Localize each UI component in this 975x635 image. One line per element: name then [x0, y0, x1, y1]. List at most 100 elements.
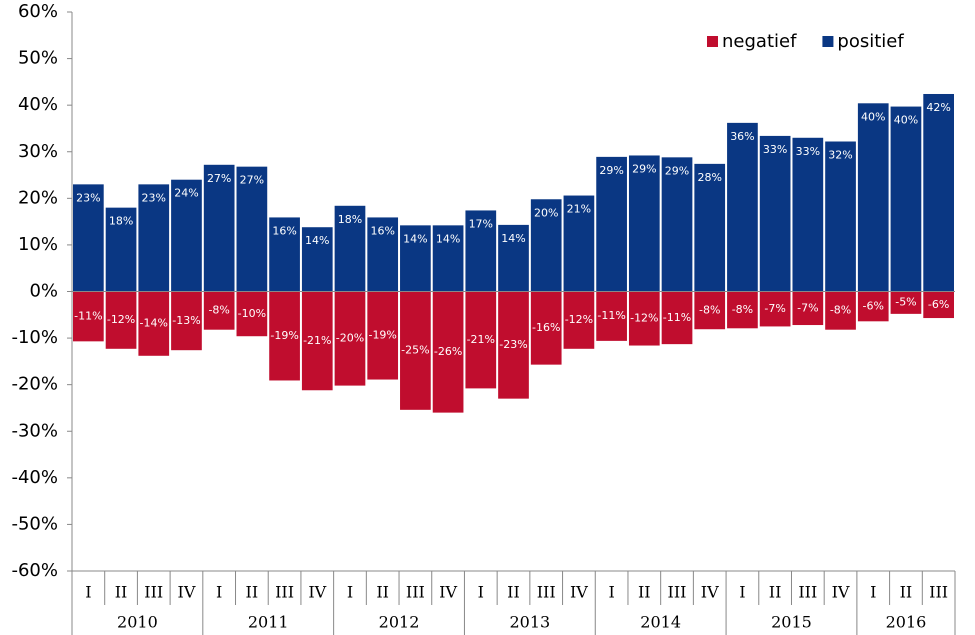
data-label: -6%: [863, 299, 884, 312]
bar: [367, 217, 399, 292]
x-tick-label: IV: [570, 583, 588, 602]
data-label: -8%: [830, 304, 851, 317]
data-label: 24%: [174, 187, 198, 200]
bar: [727, 291, 758, 329]
bar: [694, 163, 726, 292]
bar: [432, 291, 464, 413]
bar: [857, 291, 889, 322]
data-label: -25%: [401, 344, 429, 357]
data-label: 16%: [370, 224, 394, 237]
bar: [596, 291, 627, 341]
group-label: 2013: [509, 613, 550, 632]
bar: [73, 291, 104, 342]
x-tick-label: III: [537, 583, 556, 602]
bar: [825, 291, 856, 330]
bar: [563, 195, 595, 292]
data-label: 16%: [272, 224, 296, 237]
x-tick-label: II: [376, 583, 389, 602]
x-tick-label: III: [275, 583, 294, 602]
data-label: 14%: [305, 234, 329, 247]
x-tick-label: II: [115, 583, 128, 602]
data-label: 27%: [207, 172, 231, 185]
bar: [171, 179, 202, 292]
data-label: -21%: [467, 333, 495, 346]
bar: [138, 291, 170, 356]
y-tick-label: 20%: [18, 187, 58, 208]
x-tick-label: IV: [308, 583, 326, 602]
data-label: 27%: [240, 174, 264, 187]
bar: [498, 224, 529, 292]
data-label: 33%: [763, 143, 787, 156]
data-label: -10%: [238, 307, 266, 320]
x-tick-label: III: [929, 583, 948, 602]
y-tick-label: 30%: [18, 141, 58, 162]
data-label: -19%: [270, 329, 298, 342]
bar: [367, 291, 399, 380]
data-label: 14%: [403, 232, 427, 245]
bar: [138, 184, 170, 292]
data-label: 33%: [796, 145, 820, 158]
x-tick-label: III: [798, 583, 817, 602]
data-label: -11%: [74, 309, 102, 322]
bar: [400, 291, 431, 410]
bar: [105, 291, 137, 349]
y-tick-label: -60%: [11, 560, 58, 581]
data-label: -5%: [895, 296, 916, 309]
data-label: 32%: [828, 149, 852, 162]
x-tick-label: III: [144, 583, 163, 602]
bar: [530, 199, 562, 292]
data-label: -7%: [764, 302, 785, 315]
data-label: 14%: [501, 232, 525, 245]
bar: [73, 184, 104, 292]
data-label: -26%: [434, 345, 462, 358]
y-tick-label: -40%: [11, 467, 58, 488]
x-tick-label: IV: [439, 583, 457, 602]
bar: [825, 141, 856, 292]
data-label: 20%: [534, 206, 558, 219]
data-label: -8%: [699, 303, 720, 316]
data-label: 23%: [142, 191, 166, 204]
data-label: 17%: [469, 217, 493, 230]
bar: [694, 291, 726, 330]
data-label: 14%: [436, 232, 460, 245]
data-label: -19%: [368, 329, 396, 342]
data-label: -14%: [140, 317, 168, 330]
bar: [301, 227, 333, 292]
bar: [400, 225, 431, 292]
data-label: 40%: [894, 114, 918, 127]
data-label: -6%: [928, 298, 949, 311]
y-tick-label: -20%: [11, 374, 58, 395]
x-tick-label: II: [246, 583, 259, 602]
data-label: -8%: [208, 304, 229, 317]
group-label: 2014: [640, 613, 681, 632]
data-label: 36%: [730, 130, 754, 143]
bar: [269, 217, 300, 292]
bar: [596, 156, 627, 292]
group-label: 2012: [379, 613, 420, 632]
bar: [334, 291, 366, 386]
x-tick-label: IV: [178, 583, 196, 602]
bar: [465, 210, 497, 292]
group-label: 2011: [248, 613, 289, 632]
x-tick-label: II: [769, 583, 782, 602]
data-label: 28%: [697, 171, 721, 184]
y-tick-label: -30%: [11, 420, 58, 441]
data-label: 40%: [861, 110, 885, 123]
bar: [236, 291, 268, 337]
x-tick-label: IV: [701, 583, 719, 602]
bar: [661, 291, 693, 345]
bar: [661, 157, 693, 292]
x-tick-label: I: [870, 583, 876, 602]
data-label: 29%: [665, 164, 689, 177]
data-label: -12%: [565, 313, 593, 326]
data-label: 29%: [632, 162, 656, 175]
bar: [563, 291, 595, 349]
bar: [203, 291, 235, 330]
data-label: 23%: [76, 191, 100, 204]
x-tick-label: IV: [832, 583, 850, 602]
x-tick-label: III: [668, 583, 687, 602]
data-label: 18%: [338, 213, 362, 226]
legend-label: positief: [837, 31, 904, 52]
bar: [465, 291, 497, 389]
